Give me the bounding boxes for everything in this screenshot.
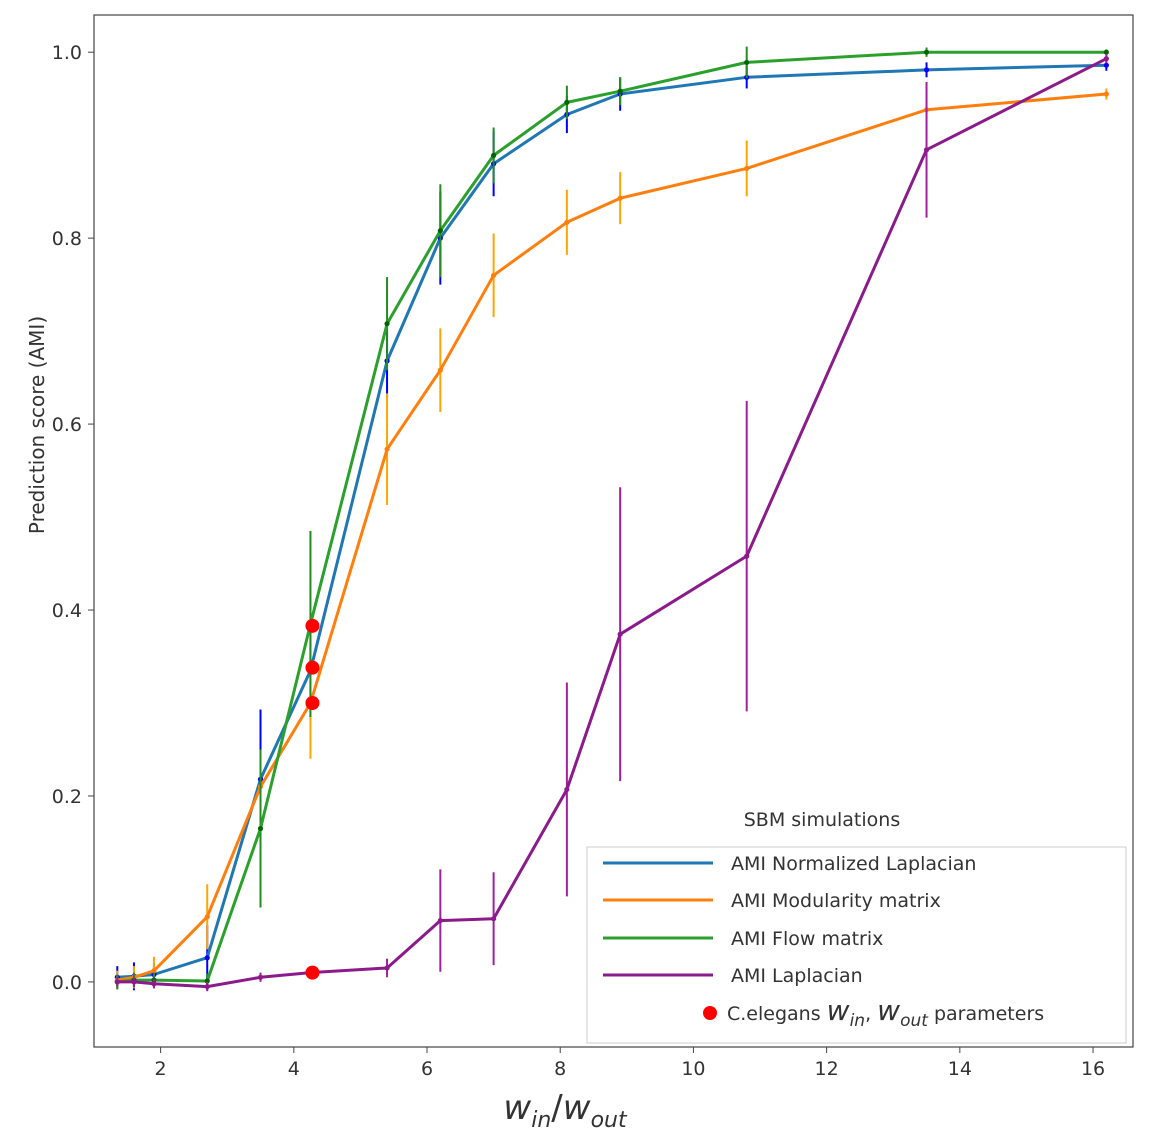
legend-label-normalized-laplacian: AMI Normalized Laplacian [731, 853, 976, 875]
y-tick-label: 1.0 [52, 42, 82, 64]
celegans-point [305, 618, 320, 633]
celegans-point [305, 696, 320, 710]
x-tick-label: 2 [155, 1058, 167, 1080]
series-line-ami-flow-matrix [117, 50, 1107, 984]
data-point-ami-laplacian [491, 916, 497, 922]
data-point-ami-flow-matrix [204, 978, 210, 984]
data-point-ami-normalized-laplacian [923, 67, 930, 73]
data-point-ami-laplacian [131, 979, 137, 985]
data-point-ami-modularity-matrix [384, 446, 390, 452]
plot-frame [93, 14, 1134, 1048]
legend-label-celegans: C.elegans win, wout parameters [727, 994, 1044, 1031]
y-tick-label: 0.2 [52, 786, 82, 808]
series-line-ami-normalized-laplacian [117, 63, 1107, 979]
data-point-ami-flow-matrix [744, 59, 750, 66]
data-point-ami-normalized-laplacian [204, 955, 210, 961]
data-point-ami-modularity-matrix [617, 195, 623, 201]
data-point-ami-flow-matrix [384, 321, 390, 327]
data-point-ami-laplacian [617, 631, 623, 637]
x-axis-label: win/wout [503, 1088, 628, 1133]
data-point-ami-laplacian [437, 917, 443, 924]
data-point-ami-modularity-matrix [1103, 91, 1109, 97]
data-point-ami-modularity-matrix [564, 219, 570, 225]
data-point-ami-laplacian [204, 983, 210, 990]
data-point-ami-flow-matrix [617, 88, 623, 94]
celegans-point [305, 660, 320, 675]
legend-label-modularity-matrix: AMI Modularity matrix [731, 890, 941, 912]
data-point-ami-flow-matrix [437, 228, 443, 234]
legend-label-flow-matrix: AMI Flow matrix [731, 928, 883, 950]
y-tick-label: 0.6 [52, 414, 82, 436]
data-point-ami-flow-matrix [491, 152, 497, 158]
celegans-points [305, 618, 320, 980]
plot-area [114, 46, 1109, 992]
data-point-ami-modularity-matrix [437, 367, 443, 373]
data-point-ami-laplacian [114, 979, 120, 985]
x-tick-label: 10 [681, 1058, 705, 1080]
data-point-ami-laplacian [923, 147, 930, 153]
data-point-ami-flow-matrix [1103, 49, 1109, 55]
y-tick-label: 0.0 [52, 972, 82, 994]
legend-swatch-celegans [703, 1006, 717, 1020]
data-point-ami-modularity-matrix [151, 968, 157, 974]
data-point-ami-laplacian [151, 981, 157, 987]
y-tick-label: 0.4 [52, 600, 82, 622]
data-point-ami-modularity-matrix [491, 272, 497, 278]
data-point-ami-flow-matrix [564, 99, 570, 105]
y-tick-label: 0.8 [52, 228, 82, 250]
legend: SBM simulations AMI Normalized Laplacian… [586, 809, 1127, 1044]
celegans-point [305, 965, 320, 980]
x-tick-label: 6 [421, 1058, 433, 1080]
series-line-ami-modularity-matrix [117, 92, 1107, 982]
data-point-ami-laplacian [257, 974, 264, 980]
data-point-ami-modularity-matrix [204, 914, 210, 920]
legend-box [586, 846, 1127, 1044]
data-point-ami-flow-matrix [923, 49, 930, 55]
series-line-ami-laplacian [117, 57, 1108, 989]
x-tick-label: 12 [815, 1058, 839, 1080]
y-axis-label: Prediction score (AMI) [25, 316, 49, 534]
legend-label-laplacian: AMI Laplacian [731, 965, 863, 987]
data-point-ami-flow-matrix [257, 825, 264, 832]
legend-title: SBM simulations [744, 809, 900, 831]
x-tick-label: 4 [288, 1058, 300, 1080]
x-tick-label: 14 [948, 1058, 972, 1080]
data-point-ami-modularity-matrix [744, 165, 750, 172]
data-point-ami-laplacian [564, 786, 570, 793]
data-point-ami-laplacian [384, 965, 390, 971]
axis-ticks: 2 4 6 8 10 12 14 16 0.0 0.2 0.4 0.6 0.8 1.0 [52, 42, 1105, 1080]
data-point-ami-normalized-laplacian [1103, 62, 1109, 68]
x-tick-label: 8 [554, 1058, 566, 1080]
x-tick-label: 16 [1081, 1058, 1105, 1080]
data-point-ami-laplacian [1103, 56, 1109, 62]
data-point-ami-laplacian [744, 553, 750, 559]
